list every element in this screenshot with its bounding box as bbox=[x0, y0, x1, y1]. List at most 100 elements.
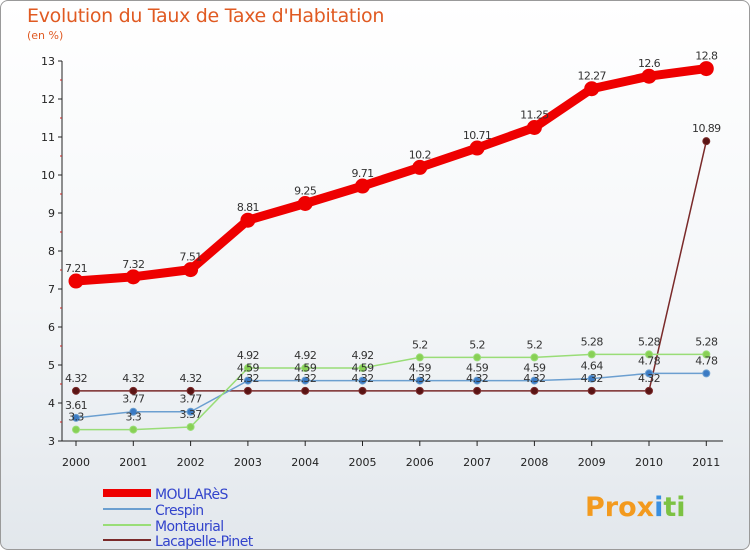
y-tick-label: 5 bbox=[48, 359, 55, 372]
y-tick-label: 8 bbox=[48, 245, 55, 258]
data-point bbox=[125, 269, 141, 285]
data-point bbox=[358, 376, 367, 385]
data-point bbox=[129, 386, 138, 395]
data-label: 4.92 bbox=[351, 349, 373, 362]
series-line-3 bbox=[75, 140, 708, 392]
data-point bbox=[412, 159, 428, 175]
data-point bbox=[530, 376, 539, 385]
y-tick-label: 6 bbox=[48, 321, 55, 334]
data-label: 7.32 bbox=[122, 258, 144, 271]
data-label: 9.71 bbox=[351, 167, 373, 180]
y-tick-label: 11 bbox=[41, 131, 55, 144]
x-tick-label: 2005 bbox=[349, 456, 377, 469]
data-label: 5.28 bbox=[638, 335, 661, 348]
data-point bbox=[530, 386, 539, 395]
data-label: 5.28 bbox=[581, 335, 604, 348]
data-label: 5.2 bbox=[527, 338, 543, 351]
data-point bbox=[358, 364, 367, 373]
data-point bbox=[358, 386, 367, 395]
data-point bbox=[587, 386, 596, 395]
data-point bbox=[645, 350, 653, 359]
data-label: 3.77 bbox=[180, 393, 203, 406]
data-label: 8.81 bbox=[237, 201, 259, 214]
data-label: 5.2 bbox=[469, 338, 485, 351]
data-point bbox=[297, 196, 313, 211]
data-point bbox=[415, 386, 424, 395]
series-line-0 bbox=[71, 64, 711, 286]
data-label: 4.59 bbox=[294, 362, 317, 375]
data-point bbox=[129, 407, 138, 416]
data-label: 4.78 bbox=[638, 354, 661, 367]
legend-label: Crespin bbox=[155, 503, 204, 519]
series-line-2 bbox=[75, 353, 708, 431]
x-tick-label: 2009 bbox=[578, 456, 606, 469]
data-label: 12.8 bbox=[695, 50, 718, 63]
data-point bbox=[473, 353, 482, 362]
data-point bbox=[698, 61, 714, 77]
logo-text: Prox bbox=[585, 492, 654, 523]
data-label: 4.59 bbox=[237, 362, 260, 375]
data-point bbox=[530, 353, 539, 362]
legend-label: Montaurial bbox=[155, 519, 224, 535]
svg-text:Proxiti: Proxiti bbox=[585, 492, 686, 523]
data-point bbox=[355, 178, 370, 194]
y-tick-label: 12 bbox=[41, 93, 55, 106]
data-point bbox=[415, 376, 424, 385]
data-label: 4.32 bbox=[466, 372, 488, 385]
data-point bbox=[301, 376, 310, 385]
data-point bbox=[415, 353, 424, 362]
data-label: 3.61 bbox=[65, 399, 87, 412]
data-label: 4.32 bbox=[581, 372, 603, 385]
data-point bbox=[68, 273, 84, 289]
data-label: 4.64 bbox=[581, 360, 604, 373]
data-point bbox=[702, 369, 711, 378]
data-point bbox=[186, 386, 195, 395]
data-label: 5.2 bbox=[412, 338, 428, 351]
data-label: 3.3 bbox=[125, 411, 141, 424]
legend-label: MOULARèS bbox=[155, 487, 229, 503]
x-tick-label: 2000 bbox=[62, 456, 90, 469]
data-point bbox=[72, 386, 80, 395]
data-label: 4.32 bbox=[122, 372, 144, 385]
data-label: 4.32 bbox=[638, 372, 660, 385]
proxiti-logo: Proxiti bbox=[585, 492, 686, 523]
y-tick-label: 4 bbox=[48, 397, 55, 410]
data-label: 10.2 bbox=[409, 148, 431, 161]
data-point bbox=[645, 369, 653, 378]
data-label: 12.6 bbox=[638, 57, 661, 70]
data-point bbox=[301, 364, 310, 373]
data-point bbox=[186, 407, 195, 416]
y-tick-label: 10 bbox=[41, 169, 55, 182]
data-label: 3.3 bbox=[68, 411, 84, 424]
data-label: 7.21 bbox=[65, 262, 87, 275]
data-point bbox=[641, 68, 657, 84]
x-tick-label: 2010 bbox=[635, 456, 663, 469]
data-point bbox=[587, 350, 596, 359]
data-label: 4.59 bbox=[523, 362, 546, 375]
data-point bbox=[702, 137, 711, 146]
data-point bbox=[469, 140, 485, 156]
data-label: 5.28 bbox=[695, 335, 718, 348]
legend-label: Lacapelle-Pinet bbox=[155, 534, 254, 550]
data-point bbox=[243, 376, 252, 385]
data-label: 10.89 bbox=[692, 122, 721, 135]
data-point bbox=[72, 425, 80, 434]
data-label: 4.32 bbox=[523, 372, 545, 385]
data-label: 4.32 bbox=[237, 372, 259, 385]
x-tick-label: 2001 bbox=[119, 456, 147, 469]
data-label: 4.59 bbox=[351, 362, 374, 375]
data-label: 4.32 bbox=[65, 372, 87, 385]
data-label: 4.78 bbox=[695, 354, 718, 367]
data-point bbox=[587, 374, 596, 383]
data-label: 4.92 bbox=[294, 349, 316, 362]
data-label: 4.32 bbox=[351, 372, 373, 385]
logo-rest: ti bbox=[663, 492, 685, 523]
x-tick-label: 2011 bbox=[692, 456, 720, 469]
data-label: 3.37 bbox=[180, 408, 203, 421]
x-tick-label: 2002 bbox=[177, 456, 205, 469]
data-point bbox=[183, 262, 199, 278]
y-tick-label: 3 bbox=[48, 435, 55, 448]
data-label: 3.77 bbox=[122, 393, 145, 406]
